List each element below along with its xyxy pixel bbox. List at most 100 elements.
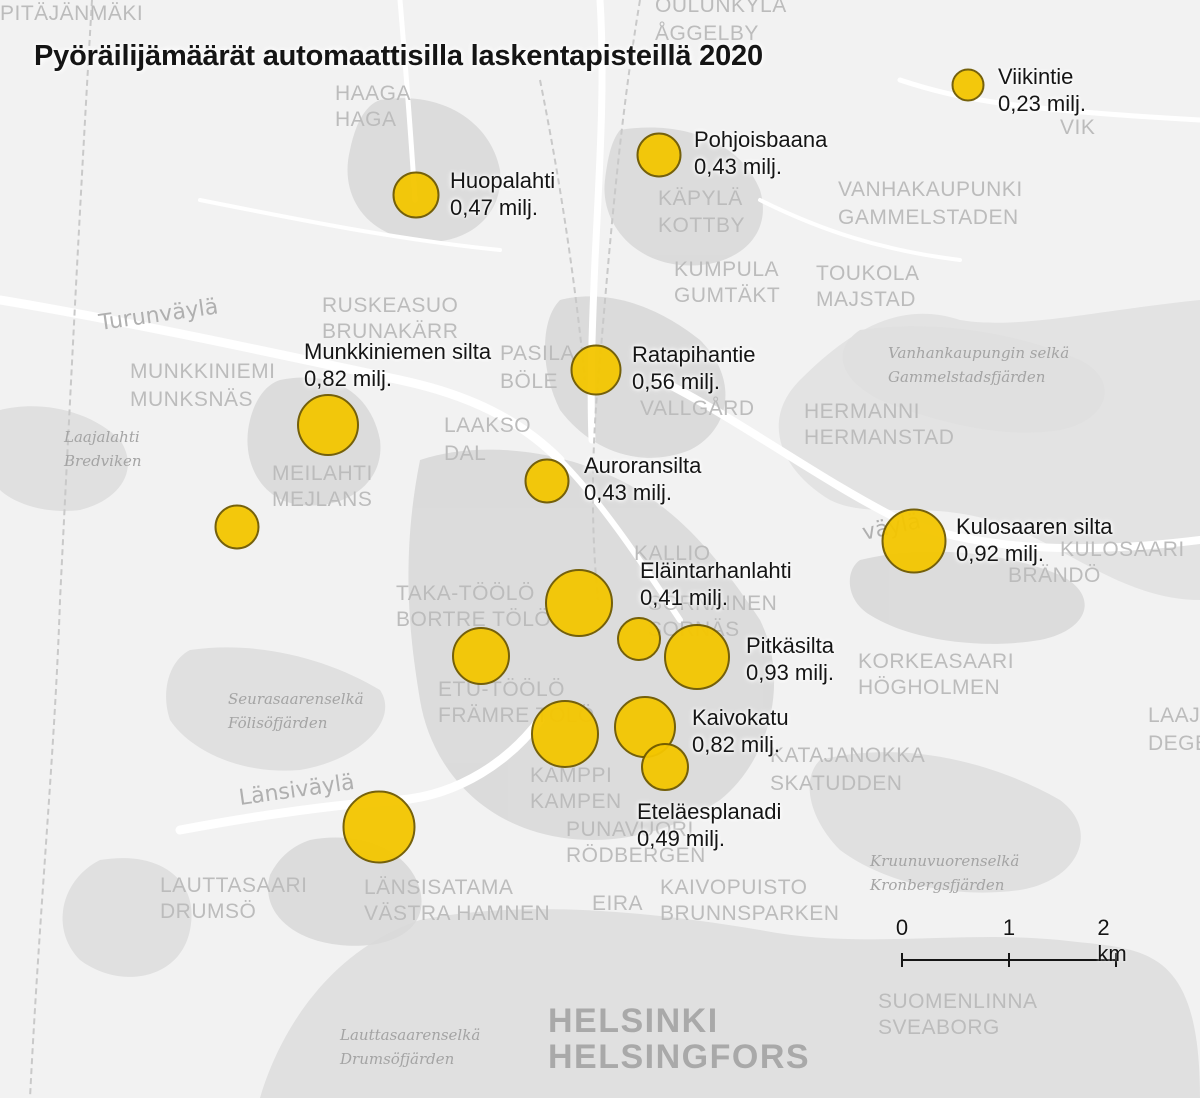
district-label: GUMTÄKT (674, 284, 780, 307)
district-label: SUOMENLINNA (878, 990, 1038, 1013)
map-title: Pyöräilijämäärät automaattisilla laskent… (34, 40, 763, 72)
district-label: VÄSTRA HAMNEN (364, 902, 550, 925)
district-label: SÖRNÄINEN (648, 592, 777, 615)
station-label: Kaivokatu 0,82 milj. (692, 704, 789, 758)
station-label: Huopalahti 0,47 milj. (450, 167, 555, 221)
district-label: TOUKOLA (816, 262, 919, 285)
water-label: Bredviken (63, 452, 142, 470)
station-count: 0,82 milj. (692, 732, 781, 757)
scale-bar: 0 1 2 km (890, 915, 1130, 975)
station-count: 0,23 milj. (998, 91, 1087, 116)
station-name: Pohjoisbaana (694, 127, 828, 152)
district-label: ÅGGELBY (655, 22, 759, 45)
scale-tick-1: 1 (1002, 915, 1016, 940)
district-label: MUNKKINIEMI (130, 360, 276, 383)
station-label: Ratapihantie 0,56 milj. (632, 341, 756, 395)
district-label: EIRA (592, 892, 643, 915)
district-label: ETU-TÖÖLÖ (438, 678, 565, 701)
district-label: RÖDBERGEN (566, 844, 706, 867)
district-label: PASILA (500, 342, 575, 365)
station-marker[interactable] (641, 743, 689, 791)
district-label: BRÄNDÖ (1008, 564, 1101, 587)
station-marker[interactable] (617, 617, 661, 661)
station-name: Eläintarhanlahti (640, 558, 792, 583)
station-label: Kulosaaren silta 0,92 milj. (956, 513, 1113, 567)
scale-tick-2: 2 km (1097, 915, 1127, 966)
district-label: HAAGA (335, 82, 411, 105)
water-label: Laajalahti (63, 428, 140, 446)
district-label: HERMANNI (804, 400, 920, 423)
district-label: HÖGHOLMEN (858, 676, 1000, 699)
district-label: SVEABORG (878, 1016, 1000, 1039)
station-marker[interactable] (531, 700, 599, 768)
station-marker[interactable] (392, 171, 440, 219)
district-label: GAMMELSTADEN (838, 206, 1019, 229)
station-count: 0,41 milj. (640, 585, 729, 610)
station-marker[interactable] (524, 458, 570, 504)
station-count: 0,93 milj. (746, 660, 835, 685)
station-name: Viikintie (998, 64, 1074, 89)
station-marker[interactable] (214, 504, 260, 550)
district-label: DRUMSÖ (160, 900, 256, 923)
district-label: HERMANSTAD (804, 426, 954, 449)
station-name: Huopalahti (450, 168, 556, 193)
district-label: KOTTBY (658, 214, 745, 237)
station-marker[interactable] (545, 569, 613, 637)
district-label: LAUTTASAARI (160, 874, 307, 897)
station-marker[interactable] (342, 790, 416, 864)
station-marker[interactable] (664, 624, 730, 690)
district-label: KALLIO (634, 542, 711, 565)
scale-line (901, 953, 1117, 967)
district-label: KATAJANOKKA (770, 744, 925, 767)
station-marker[interactable] (570, 344, 622, 396)
station-label: Auroransilta 0,43 milj. (584, 452, 701, 506)
district-label: MAJSTAD (816, 288, 916, 311)
station-count: 0,49 milj. (637, 826, 726, 851)
station-name: Kaivokatu (692, 705, 789, 730)
district-label: SKATUDDEN (770, 772, 902, 795)
district-label: BÖLE (500, 370, 558, 393)
station-label: Eteläesplanadi 0,49 milj. (637, 798, 781, 852)
station-name: Auroransilta (584, 453, 702, 478)
station-marker[interactable] (951, 68, 985, 102)
district-label: HAGA (335, 108, 397, 131)
water-label: Kronbergsfjärden (869, 876, 1004, 894)
district-label: OULUNKYLÄ (655, 0, 787, 17)
station-marker[interactable] (881, 508, 947, 574)
district-label: VANHAKAUPUNKI (838, 178, 1023, 201)
water-label: Drumsöfjärden (339, 1050, 454, 1068)
station-marker[interactable] (297, 394, 359, 456)
station-marker[interactable] (636, 132, 682, 178)
district-label: KUMPULA (674, 258, 779, 281)
water-label: Vanhankaupungin selkä (888, 344, 1069, 362)
water-label: Gammelstadsfjärden (888, 368, 1045, 386)
railways (29, 0, 641, 1098)
water-label: Fölisöfjärden (227, 714, 327, 732)
city-label: HELSINKI (548, 1002, 719, 1040)
district-label: BRUNNSPARKEN (660, 902, 839, 925)
city-label: HELSINGFORS (548, 1038, 810, 1076)
district-label: BRUNAKÄRR (322, 320, 458, 343)
district-label: MEJLANS (272, 488, 372, 511)
station-name: Kulosaaren silta (956, 514, 1113, 539)
district-label: PUNAVUORI (566, 818, 694, 841)
district-label: VALLGÅRD (640, 397, 755, 420)
district-label: LAAKSO (444, 414, 531, 437)
district-label: KAMPPI (530, 764, 612, 787)
scale-tick-0: 0 (895, 915, 909, 940)
station-label: Munkkiniemen silta 0,82 milj. (304, 338, 491, 392)
district-labels: PITÄJÄNMÄKI OULUNKYLÄ ÅGGELBY HAAGA HAGA KÄPY… (0, 0, 1200, 1039)
district-label: LÄNSISATAMA (364, 876, 513, 899)
station-count: 0,43 milj. (694, 154, 783, 179)
station-marker[interactable] (452, 627, 510, 685)
water-bodies (0, 326, 1200, 1098)
water-label: Lauttasaarenselkä (339, 1026, 480, 1044)
district-label: TAKA-TÖÖLÖ (396, 582, 535, 605)
district-label: MUNKSNÄS (130, 388, 253, 411)
district-label: KAMPEN (530, 790, 622, 813)
station-count: 0,82 milj. (304, 366, 393, 391)
station-name: Eteläesplanadi (637, 799, 782, 824)
